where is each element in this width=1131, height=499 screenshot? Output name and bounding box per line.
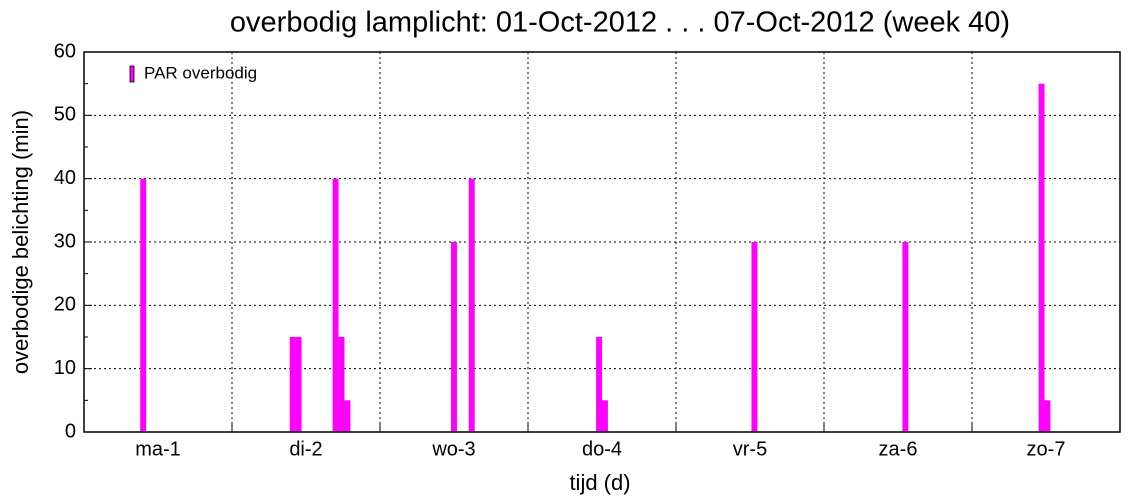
x-tick-label: ma-1 (135, 438, 181, 460)
bar (751, 242, 758, 432)
bar (289, 337, 296, 432)
x-tick-label: zo-7 (1027, 438, 1066, 460)
legend-swatch (129, 65, 135, 83)
bar (596, 337, 602, 432)
bar (338, 337, 345, 432)
bar (902, 242, 909, 432)
x-axis-label: tijd (d) (569, 470, 630, 495)
chart-title: overbodig lamplicht: 01-Oct-2012 . . . 0… (230, 7, 1010, 39)
bar (344, 400, 351, 432)
y-tick-label: 50 (54, 104, 76, 126)
x-tick-label: do-4 (582, 438, 622, 460)
y-tick-label: 0 (65, 420, 76, 442)
bar (468, 178, 475, 432)
legend-label: PAR overbodig (144, 63, 257, 82)
x-tick-label: di-2 (289, 438, 322, 460)
bar (1038, 83, 1045, 433)
bar (1044, 400, 1051, 432)
x-tick-label: vr-5 (733, 438, 767, 460)
bar (295, 337, 302, 432)
y-tick-label: 20 (54, 294, 76, 316)
y-axis-label: overbodige belichting (min) (8, 110, 33, 374)
y-tick-label: 40 (54, 167, 76, 189)
x-tick-label: za-6 (879, 438, 918, 460)
bar (451, 242, 457, 432)
y-tick-label: 30 (54, 230, 76, 252)
plot-frame (83, 51, 1121, 433)
bar (332, 178, 339, 432)
y-tick-label: 60 (54, 40, 76, 62)
bar (602, 400, 608, 432)
y-tick-label: 10 (54, 357, 76, 379)
x-tick-label: wo-3 (431, 438, 475, 460)
bar (140, 178, 147, 432)
